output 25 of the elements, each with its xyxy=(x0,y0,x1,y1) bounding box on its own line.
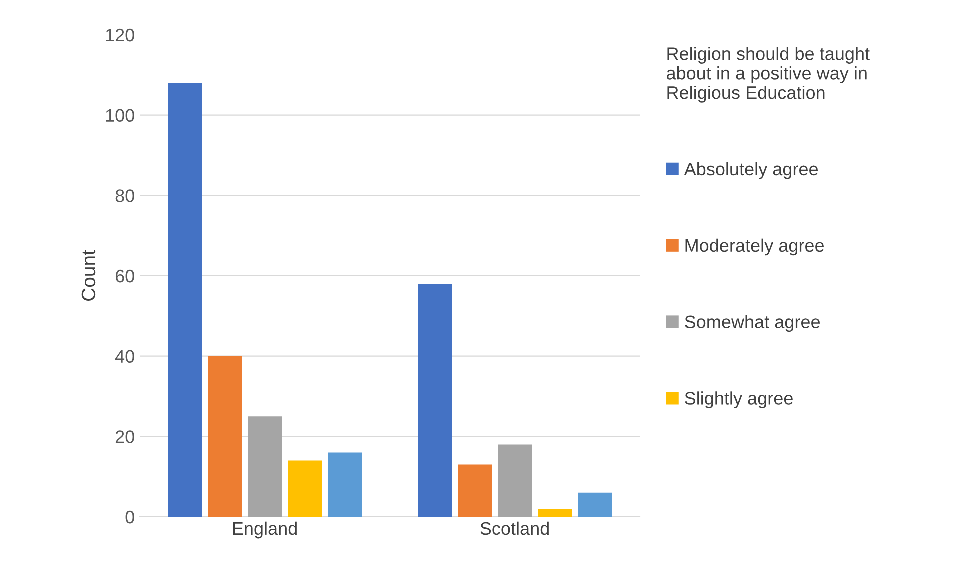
y-tick-label: 120 xyxy=(106,28,134,42)
legend-label: Absolutely agree xyxy=(684,162,818,180)
bar xyxy=(248,416,282,517)
bar xyxy=(328,452,362,517)
bar xyxy=(538,508,572,517)
legend-label: Somewhat agree xyxy=(685,315,820,332)
bar xyxy=(458,464,492,517)
legend-label: Moderately agree xyxy=(686,238,824,256)
bar xyxy=(578,492,612,517)
y-tick-label: 60 xyxy=(116,270,134,283)
y-tick-label: 100 xyxy=(106,109,134,122)
y-tick-label: 40 xyxy=(115,350,134,364)
bar xyxy=(498,444,532,517)
y-axis-title: Count xyxy=(82,250,96,301)
bar xyxy=(288,460,322,517)
x-tick-label: England xyxy=(233,522,297,539)
legend-label: Slightly agree xyxy=(685,392,793,408)
bar xyxy=(208,356,242,517)
y-tick-label: 80 xyxy=(116,190,134,202)
legend-title: Religion should be taught about in a positive way in Religious Education xyxy=(667,47,870,103)
bar xyxy=(168,83,202,517)
x-tick-label: Scotland xyxy=(480,522,549,536)
y-tick-label: 20 xyxy=(116,430,134,444)
y-tick-label: 0 xyxy=(126,510,134,524)
bar xyxy=(418,284,452,517)
